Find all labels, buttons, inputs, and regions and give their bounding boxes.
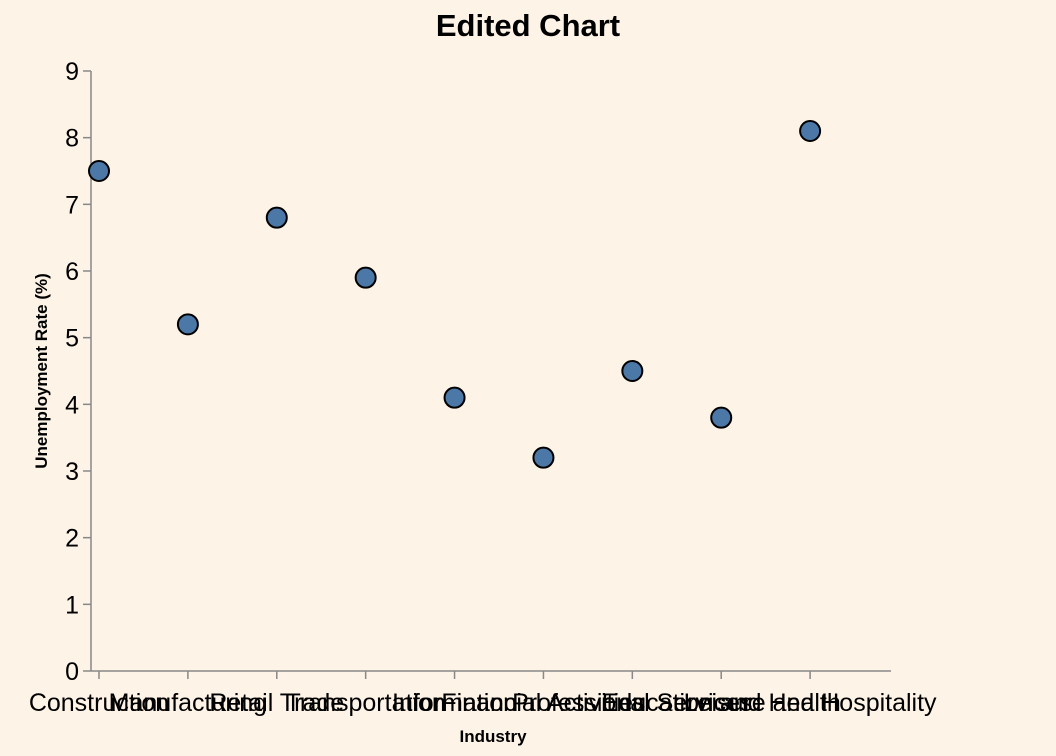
x-tick-label: Professional Services xyxy=(512,689,752,717)
x-tick-label: Financial Activities xyxy=(441,689,645,717)
y-tick-label: 7 xyxy=(65,191,79,219)
y-axis-title: Unemployment Rate (%) xyxy=(32,273,51,469)
data-point[interactable] xyxy=(88,160,110,182)
y-tick-label: 3 xyxy=(65,458,79,486)
y-tick-label: 4 xyxy=(65,391,79,419)
chart-title: Edited Chart xyxy=(436,8,620,43)
y-tick-label: 1 xyxy=(65,591,79,619)
x-tick-label: Leisure and Hospitality xyxy=(684,689,937,717)
data-point[interactable] xyxy=(443,386,466,409)
data-point[interactable] xyxy=(799,120,822,142)
y-tick-label: 6 xyxy=(65,258,79,286)
data-point[interactable] xyxy=(710,406,733,429)
data-point[interactable] xyxy=(354,266,377,289)
y-tick-label: 5 xyxy=(65,325,79,353)
x-axis-title: Industry xyxy=(459,727,527,746)
x-tick-label: Manufacturing xyxy=(109,689,267,717)
y-tick-label: 2 xyxy=(65,525,79,553)
data-point[interactable] xyxy=(532,446,555,469)
data-point[interactable] xyxy=(621,360,644,382)
x-tick-label: Retail Trade xyxy=(209,689,344,717)
x-tick-label: Transportation xyxy=(286,689,446,717)
data-point[interactable] xyxy=(176,313,199,336)
data-points xyxy=(88,120,822,469)
x-tick-label: Construction xyxy=(29,689,169,717)
y-tick-label: 8 xyxy=(65,125,79,153)
y-tick-label: 9 xyxy=(65,58,79,86)
data-point[interactable] xyxy=(265,206,288,229)
x-tick-label: Education and Health xyxy=(602,689,841,717)
y-axis: 0 1 2 3 4 5 6 7 8 9 xyxy=(65,58,92,686)
x-tick-label: Information xyxy=(392,689,517,717)
y-tick-label: 0 xyxy=(65,658,79,686)
